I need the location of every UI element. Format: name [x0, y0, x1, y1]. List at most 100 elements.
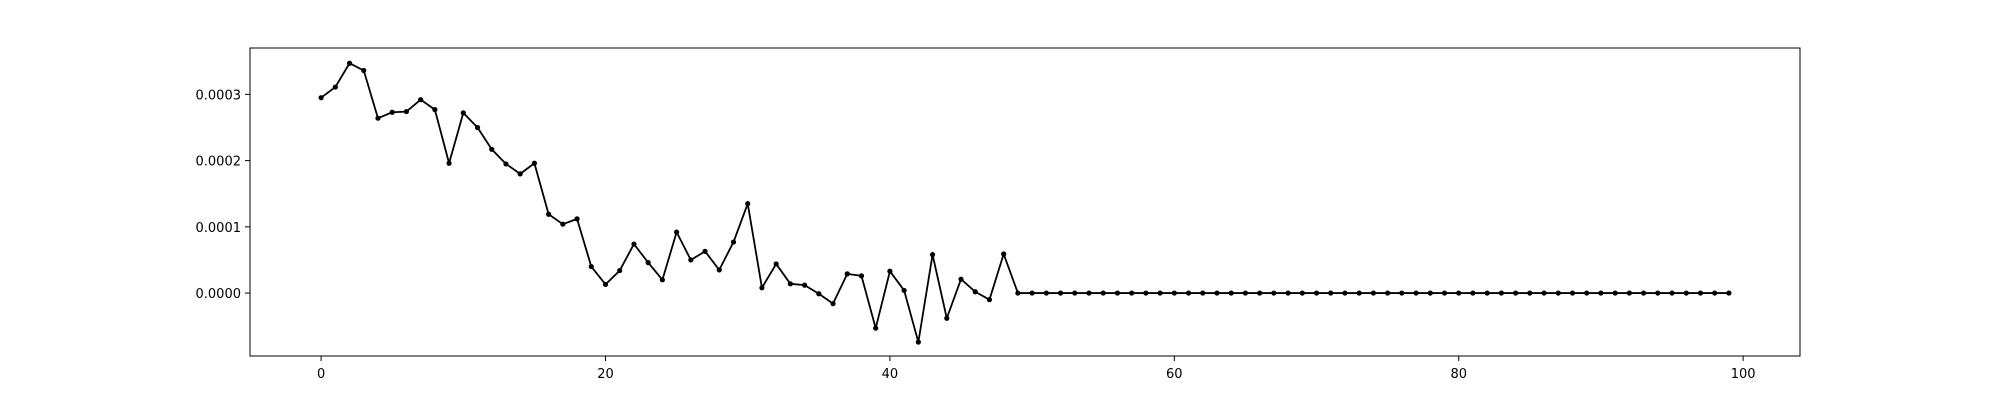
data-point: [929, 252, 936, 258]
data-point: [432, 107, 438, 113]
data-point: [1470, 290, 1476, 296]
data-point: [1413, 290, 1419, 296]
data-point: [958, 276, 964, 282]
data-point: [1043, 290, 1049, 296]
data-point: [489, 146, 495, 152]
data-point: [617, 267, 623, 274]
data-point: [389, 109, 395, 115]
data-point: [674, 229, 680, 235]
data-point: [1129, 290, 1135, 296]
data-point: [474, 124, 481, 131]
data-point: [830, 301, 836, 307]
data-point: [745, 201, 751, 207]
data-point: [1214, 290, 1220, 296]
data-point: [702, 248, 708, 254]
data-point: [1527, 290, 1533, 296]
data-point: [972, 289, 978, 295]
data-point: [1697, 290, 1704, 296]
data-point: [375, 115, 381, 121]
x-tick-label: 20: [597, 367, 614, 382]
data-point: [1257, 290, 1263, 296]
data-point: [1143, 290, 1149, 296]
y-tick-label: 0.0000: [196, 287, 242, 302]
data-point: [1029, 290, 1035, 296]
data-point: [418, 97, 424, 103]
plot-frame: [249, 47, 1801, 357]
data-point: [602, 281, 609, 288]
data-point: [1498, 290, 1504, 296]
data-point: [403, 108, 410, 115]
data-point: [773, 261, 779, 267]
data-point: [1299, 290, 1305, 296]
data-point: [759, 285, 765, 291]
data-point: [716, 267, 722, 273]
data-point: [1171, 290, 1177, 296]
data-point: [1584, 290, 1590, 296]
series-group: [318, 60, 1732, 345]
data-point: [588, 263, 594, 270]
data-point: [1726, 290, 1732, 296]
data-point: [1057, 290, 1064, 296]
data-point: [1399, 290, 1405, 296]
data-point: [986, 297, 993, 303]
data-point: [1456, 290, 1462, 296]
data-point: [1157, 290, 1163, 296]
data-point: [1313, 290, 1320, 296]
data-point: [1512, 290, 1519, 296]
data-point: [659, 277, 665, 283]
data-point: [1669, 290, 1675, 296]
data-point: [1385, 290, 1391, 296]
data-point: [1712, 290, 1718, 296]
data-point: [1555, 290, 1561, 296]
data-point: [1114, 290, 1121, 296]
data-point: [503, 161, 509, 167]
x-tick-label: 80: [1450, 367, 1467, 382]
axes: 0 20 40 60 80 100 0.0000 0.0001 0.0002 0.0003: [196, 47, 1801, 382]
data-point: [1612, 290, 1618, 296]
x-tick-label: 0: [317, 367, 325, 382]
x-tick-label: 100: [1731, 367, 1756, 382]
data-point: [446, 160, 452, 166]
data-point: [1356, 290, 1362, 296]
data-point: [1242, 290, 1249, 296]
data-point: [1200, 290, 1206, 296]
data-point: [730, 239, 737, 245]
data-point: [1228, 290, 1234, 296]
data-point: [531, 160, 538, 166]
data-point: [1072, 290, 1078, 296]
x-tick-label: 60: [1166, 367, 1183, 382]
data-point: [901, 287, 907, 294]
series-line: [320, 62, 1729, 343]
data-point: [361, 67, 367, 74]
data-point: [1342, 290, 1348, 296]
data-point: [1655, 290, 1661, 296]
data-point: [1271, 290, 1277, 296]
data-point: [873, 325, 879, 331]
data-point: [1484, 290, 1490, 296]
data-point: [318, 95, 324, 101]
data-point: [1640, 290, 1647, 296]
data-point: [816, 291, 822, 297]
data-point: [631, 241, 637, 247]
data-point: [645, 260, 651, 266]
data-point: [560, 221, 566, 227]
data-point: [1328, 290, 1334, 296]
data-point: [1001, 251, 1007, 257]
data-point: [574, 216, 580, 222]
data-point: [944, 315, 950, 321]
data-point: [1569, 290, 1576, 296]
data-point: [1541, 290, 1547, 296]
data-point: [346, 60, 353, 66]
data-point: [1598, 290, 1604, 296]
data-point: [1100, 290, 1106, 296]
y-tick-label: 0.0003: [196, 88, 242, 103]
data-point: [915, 339, 921, 345]
y-tick-label: 0.0001: [196, 221, 242, 236]
data-point: [688, 257, 694, 263]
data-point: [1185, 290, 1192, 296]
data-point: [1683, 290, 1689, 296]
data-point: [1370, 290, 1376, 296]
data-point: [460, 110, 466, 116]
